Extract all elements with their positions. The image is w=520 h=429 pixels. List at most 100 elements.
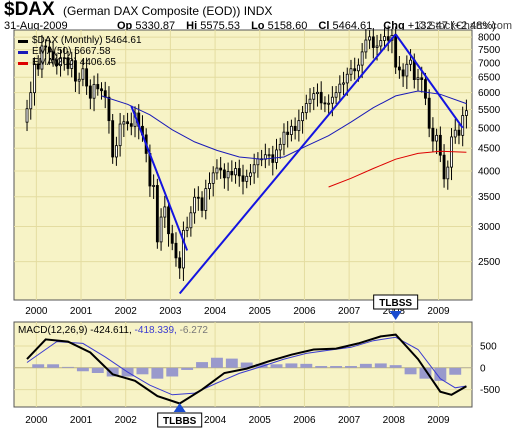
candle-body: [375, 45, 379, 48]
candle-body: [383, 36, 386, 41]
price-x-tick-label: 2005: [249, 306, 272, 317]
macd-histogram-bar: [434, 367, 447, 381]
security-name: (German DAX Composite (EOD)) INDX: [63, 4, 273, 18]
candle-body: [129, 123, 133, 127]
candle-body: [371, 36, 375, 48]
macd-histogram-bar: [330, 366, 343, 368]
stockcharts-watermark: © StockCharts.com: [417, 20, 512, 32]
ohlc-readout: Op 5330.87 Hi 5575.53 Lo 5158.60 Cl 5464…: [117, 20, 504, 32]
candle-body: [245, 175, 249, 182]
price-y-tick-label: 8000: [478, 33, 501, 44]
candle-body: [431, 127, 435, 142]
candle-body: [181, 229, 185, 269]
candle-body: [189, 212, 193, 229]
macd-histogram-bar: [210, 357, 223, 368]
macd-histogram-bar: [106, 367, 119, 377]
price-y-tick-label: 5000: [478, 123, 501, 134]
price-x-tick-label: 2009: [427, 306, 450, 317]
macd-legend-main: MACD(12,26,9) -424.611,: [18, 325, 135, 336]
price-y-tick-label: 6000: [478, 88, 501, 99]
macd-legend-signal: -418.339,: [135, 325, 180, 336]
price-y-tick-label: 2500: [478, 257, 501, 268]
macd-x-tick-label: 2005: [249, 415, 272, 426]
price-x-tick-label: 2000: [25, 306, 48, 317]
macd-x-tick-label: 2002: [115, 415, 138, 426]
macd-x-tick-label: 2001: [70, 415, 93, 426]
macd-histogram-bar: [47, 364, 60, 368]
candle-body: [405, 63, 409, 77]
candle-body: [100, 88, 103, 92]
macd-histogram-bar: [300, 363, 313, 368]
candle-body: [327, 102, 331, 105]
macd-histogram-bar: [76, 367, 89, 372]
candle-body: [36, 63, 40, 70]
candle-body: [47, 46, 51, 53]
candle-body: [286, 131, 290, 135]
candle-body: [289, 125, 293, 135]
tlbbs-label-box: [157, 412, 203, 428]
candle-body: [222, 169, 226, 179]
macd-panel-background: [13, 321, 473, 408]
trendline: [178, 33, 397, 295]
macd-histogram-bar: [374, 363, 387, 368]
candle-body: [155, 185, 159, 243]
candle-body: [40, 45, 44, 70]
tlbbs-label: TLBBS: [163, 416, 197, 427]
macd-legend: MACD(12,26,9) -424.611, -418.339, -6.272: [18, 325, 208, 336]
candle-body: [163, 206, 167, 218]
macd-histogram-bar: [151, 367, 164, 379]
candle-body: [446, 166, 450, 180]
macd-histogram-bar: [196, 362, 208, 368]
price-panel-background: [13, 29, 473, 301]
macd-x-tick-label: 2006: [293, 415, 316, 426]
candle-body: [111, 120, 115, 158]
macd-histogram-bar: [359, 363, 372, 368]
candle-body: [215, 167, 219, 174]
candle-body: [409, 59, 412, 65]
trendline: [130, 105, 189, 251]
candle-body: [394, 35, 398, 68]
candle-body: [88, 85, 92, 99]
candle-body: [275, 149, 278, 163]
macd-histogram-bar: [315, 366, 328, 368]
price-y-tick-label: 5500: [478, 105, 501, 116]
candle-body: [55, 59, 59, 67]
candle-body: [249, 172, 252, 177]
macd-line: [26, 333, 467, 405]
candle-body: [81, 68, 85, 80]
price-x-tick-label: 2004: [204, 306, 227, 317]
candle-body: [435, 134, 439, 142]
candle-body: [453, 129, 457, 138]
price-panel: 2000200120022003200420052006200720082009…: [13, 25, 501, 317]
candle-body: [118, 123, 122, 147]
quote-date: 31-Aug-2009: [4, 20, 68, 32]
close-value: 5464.61: [332, 20, 373, 32]
candle-body: [401, 69, 405, 77]
candle-body: [386, 36, 390, 41]
candle-body: [77, 78, 81, 82]
candle-body: [219, 167, 223, 171]
price-y-tick-label: 3500: [478, 192, 501, 203]
candle-body: [33, 63, 36, 94]
candle-body: [230, 171, 234, 176]
ema200-line: [328, 150, 467, 188]
candle-body: [70, 60, 74, 69]
price-x-tick-label: 2003: [159, 306, 182, 317]
candle-body: [420, 77, 424, 80]
tlbss-label: TLBSS: [379, 298, 412, 309]
candle-body: [312, 93, 316, 100]
macd-histogram-bar: [240, 362, 253, 368]
change-value: +132.47 (+2.48%): [407, 20, 496, 32]
candle-body: [59, 57, 62, 67]
price-x-tick-label: 2006: [293, 306, 316, 317]
macd-y-tick-label: 0: [480, 363, 486, 374]
legend-swatch-dax: ▬: [18, 35, 28, 46]
candle-body: [204, 188, 208, 211]
macd-x-tick-label: 2000: [25, 415, 48, 426]
macd-histogram-bar: [62, 366, 74, 368]
candle-body: [114, 145, 118, 158]
candle-body: [107, 96, 111, 122]
candle-body: [126, 121, 129, 125]
macd-histogram-bar: [270, 364, 283, 368]
price-y-tick-label: 3000: [478, 222, 501, 233]
